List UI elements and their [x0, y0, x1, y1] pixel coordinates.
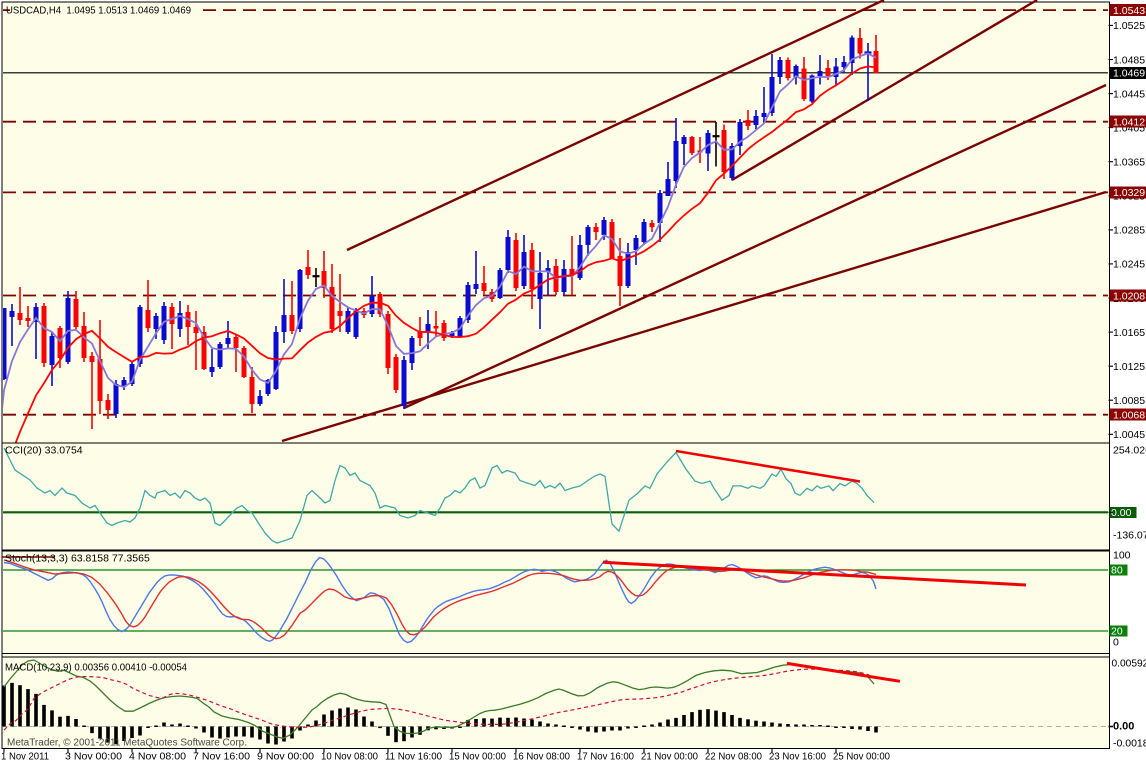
svg-text:9 Nov 00:00: 9 Nov 00:00 [257, 751, 314, 763]
svg-text:10 Nov 08:00: 10 Nov 08:00 [321, 751, 378, 763]
svg-text:MetaTrader, © 2001-2011 MetaQu: MetaTrader, © 2001-2011 MetaQuotes Softw… [7, 737, 247, 749]
svg-text:1.0208: 1.0208 [1113, 290, 1145, 302]
svg-text:1.0525: 1.0525 [1113, 20, 1145, 32]
svg-text:USDCAD,H4 1.0495 1.0513 1.046: USDCAD,H4 1.0495 1.0513 1.0469 1.0469 [6, 5, 191, 17]
svg-text:0.00592: 0.00592 [1112, 659, 1146, 670]
svg-text:1.0412: 1.0412 [1113, 117, 1145, 129]
svg-text:0: 0 [1113, 636, 1119, 648]
svg-text:1.0245: 1.0245 [1113, 259, 1145, 271]
svg-text:0.00: 0.00 [1111, 507, 1132, 519]
svg-text:-0.00186: -0.00186 [1113, 737, 1146, 749]
svg-text:1.0365: 1.0365 [1113, 157, 1145, 169]
svg-text:0.00: 0.00 [1113, 720, 1134, 732]
svg-text:1.0085: 1.0085 [1113, 395, 1145, 407]
svg-text:22 Nov 08:00: 22 Nov 08:00 [705, 751, 762, 763]
svg-text:Stoch(13,3,3) 63.8158 77.3565: Stoch(13,3,3) 63.8158 77.3565 [5, 553, 150, 565]
svg-text:1.0165: 1.0165 [1113, 327, 1145, 339]
svg-text:16 Nov 08:00: 16 Nov 08:00 [513, 751, 570, 763]
svg-text:4 Nov 08:00: 4 Nov 08:00 [129, 751, 186, 763]
svg-text:20: 20 [1111, 626, 1123, 638]
svg-text:1.0329: 1.0329 [1113, 187, 1145, 199]
svg-text:1.0543: 1.0543 [1113, 5, 1145, 17]
svg-text:15 Nov 00:00: 15 Nov 00:00 [449, 751, 506, 763]
svg-text:25 Nov 00:00: 25 Nov 00:00 [833, 751, 890, 763]
svg-text:7 Nov 16:00: 7 Nov 16:00 [193, 751, 250, 763]
svg-text:3 Nov 00:00: 3 Nov 00:00 [65, 751, 122, 763]
svg-text:1.0469: 1.0469 [1113, 68, 1145, 80]
svg-text:1 Nov 2011: 1 Nov 2011 [1, 751, 49, 763]
svg-text:21 Nov 00:00: 21 Nov 00:00 [641, 751, 698, 763]
svg-text:254.0269: 254.0269 [1113, 444, 1146, 456]
svg-text:CCI(20) 33.0754: CCI(20) 33.0754 [5, 444, 83, 456]
svg-text:MACD(10,23,9) 0.00356 0.00410: MACD(10,23,9) 0.00356 0.00410 -0.00054 [5, 662, 187, 674]
svg-text:23 Nov 16:00: 23 Nov 16:00 [769, 751, 826, 763]
svg-text:-136.0757: -136.0757 [1113, 529, 1146, 541]
svg-text:1.0125: 1.0125 [1113, 361, 1145, 373]
svg-text:17 Nov 16:00: 17 Nov 16:00 [577, 751, 634, 763]
svg-text:80: 80 [1111, 565, 1123, 577]
svg-text:1.0485: 1.0485 [1113, 54, 1145, 66]
svg-text:1.0285: 1.0285 [1113, 225, 1145, 237]
svg-text:11 Nov 16:00: 11 Nov 16:00 [385, 751, 442, 763]
svg-text:100: 100 [1113, 550, 1131, 562]
svg-text:1.0068: 1.0068 [1113, 410, 1145, 422]
svg-text:1.0045: 1.0045 [1113, 429, 1145, 441]
svg-text:1.0445: 1.0445 [1113, 88, 1145, 100]
